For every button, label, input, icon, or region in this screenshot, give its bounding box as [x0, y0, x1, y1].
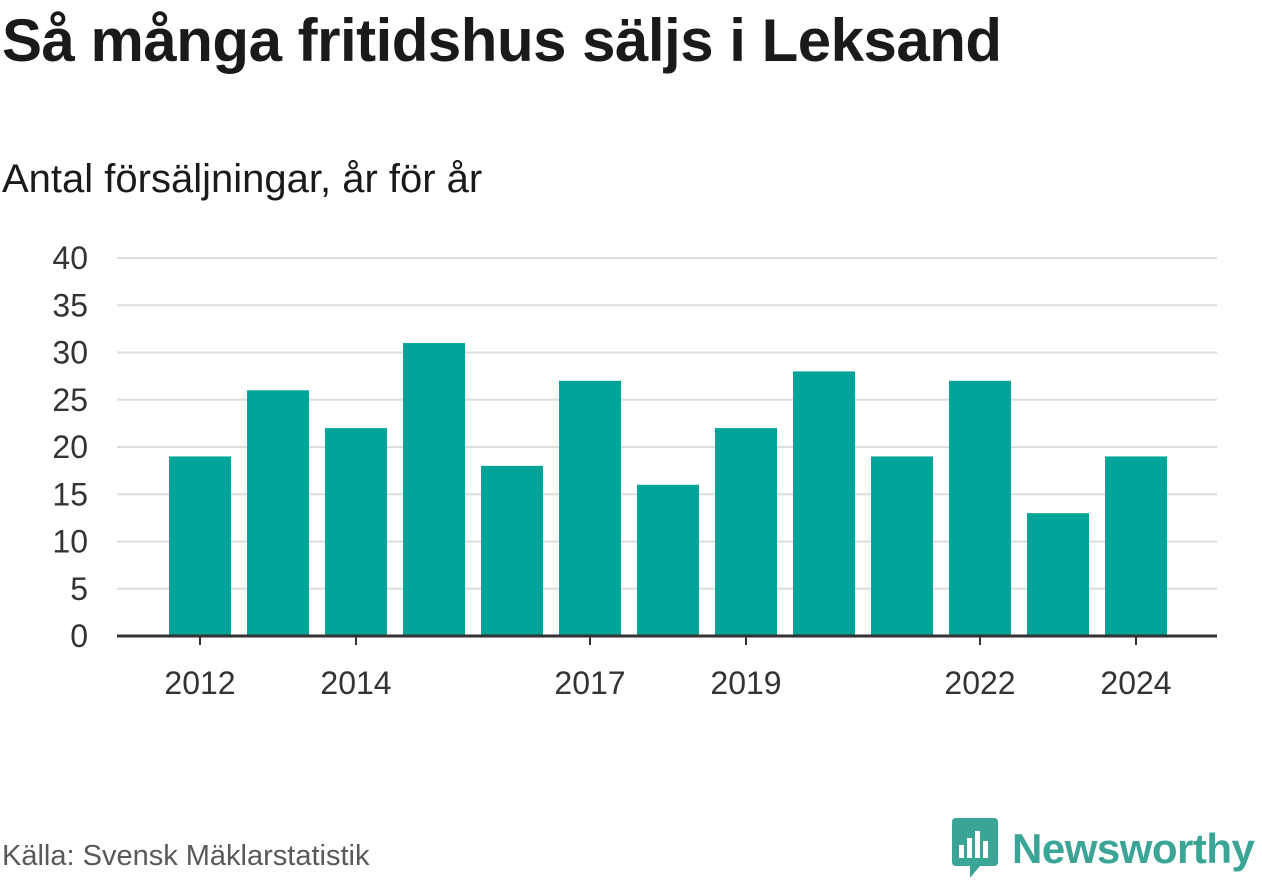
y-tick-label: 40 — [52, 240, 88, 276]
x-tick-label: 2014 — [320, 665, 391, 701]
bars — [169, 343, 1167, 636]
brand-name: Newsworthy — [1012, 825, 1255, 872]
bar-2023 — [1027, 513, 1089, 636]
y-tick-label: 15 — [52, 476, 88, 512]
brand-logo: Newsworthy — [950, 818, 1255, 880]
bar-2017 — [559, 380, 621, 636]
source-note: Källa: Svensk Mäklarstatistik — [2, 840, 370, 872]
y-tick-label: 5 — [70, 571, 88, 607]
bar-2018 — [637, 484, 699, 636]
bar-2019 — [715, 428, 777, 636]
y-axis: 0 5 10 15 20 25 30 35 40 — [52, 240, 88, 654]
bar-2020 — [793, 371, 855, 636]
x-tick-label: 2022 — [944, 665, 1015, 701]
bar-2012 — [169, 456, 231, 636]
bar-2022 — [949, 380, 1011, 636]
chart-title: Så många fritidshus säljs i Leksand — [2, 7, 1002, 74]
bar-2021 — [871, 456, 933, 636]
y-tick-label: 35 — [52, 287, 88, 323]
y-tick-label: 20 — [52, 429, 88, 465]
chart-subtitle: Antal försäljningar, år för år — [2, 157, 483, 201]
y-tick-label: 10 — [52, 524, 88, 560]
x-tick-label: 2012 — [164, 665, 235, 701]
x-axis: 2012 2014 2017 2019 2022 2024 — [117, 634, 1217, 701]
y-tick-label: 0 — [70, 618, 88, 654]
x-tick-label: 2024 — [1100, 665, 1171, 701]
x-tick-label: 2017 — [554, 665, 625, 701]
bar-2013 — [247, 390, 309, 636]
bar-2024 — [1105, 456, 1167, 636]
bar-2014 — [325, 428, 387, 636]
y-tick-label: 30 — [52, 335, 88, 371]
bar-2016 — [481, 465, 543, 636]
x-tick-label: 2019 — [710, 665, 781, 701]
y-tick-label: 25 — [52, 382, 88, 418]
bar-2015 — [403, 343, 465, 636]
newsworthy-logo-icon — [952, 818, 998, 878]
